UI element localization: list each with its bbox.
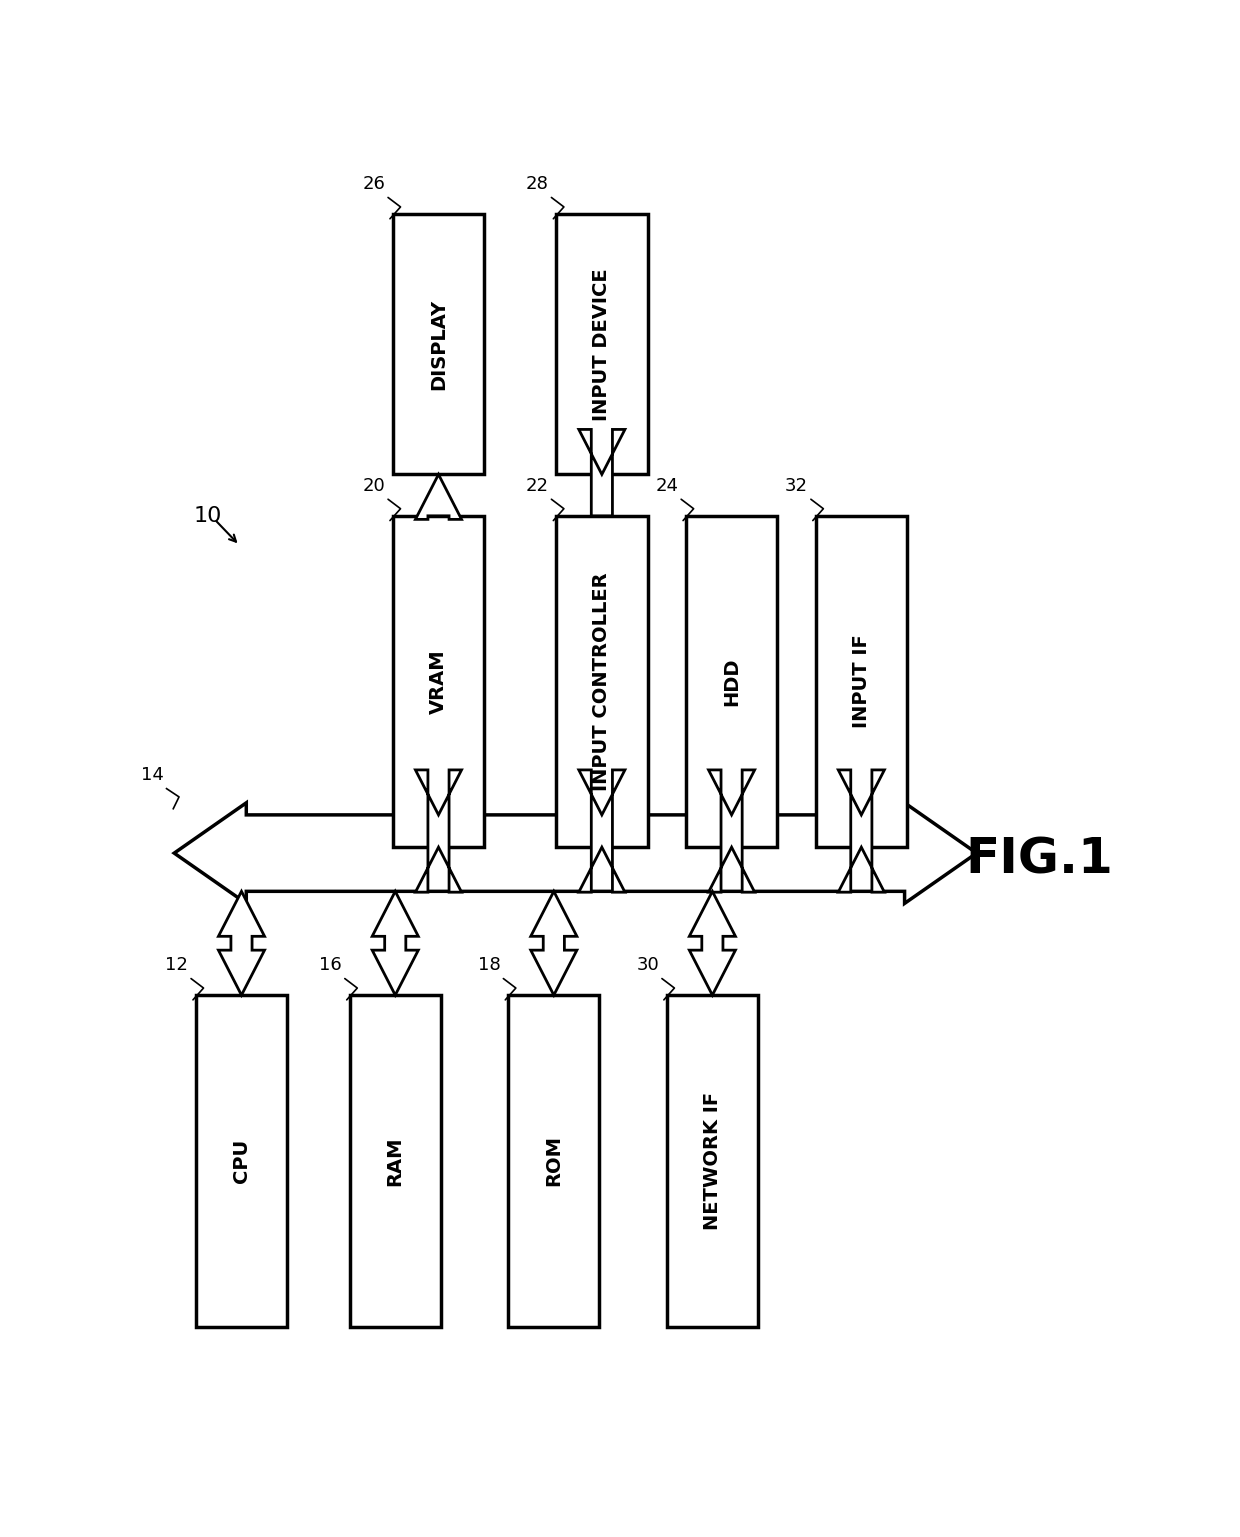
Text: 14: 14	[141, 765, 164, 784]
Polygon shape	[174, 802, 977, 904]
Bar	[393, 516, 484, 847]
Bar	[557, 516, 647, 847]
Polygon shape	[218, 891, 264, 994]
Text: INPUT DEVICE: INPUT DEVICE	[593, 267, 611, 421]
Text: ROM: ROM	[544, 1136, 563, 1187]
Text: 30: 30	[636, 956, 658, 974]
Text: 16: 16	[319, 956, 342, 974]
Text: FIG.1: FIG.1	[965, 835, 1114, 884]
Text: 10: 10	[193, 506, 222, 526]
Polygon shape	[372, 891, 418, 994]
Bar	[196, 994, 288, 1326]
Polygon shape	[708, 770, 755, 891]
Text: RAM: RAM	[386, 1136, 404, 1185]
Bar	[557, 214, 647, 475]
Polygon shape	[579, 770, 625, 891]
Text: VRAM: VRAM	[429, 649, 448, 713]
Text: NETWORK IF: NETWORK IF	[703, 1091, 722, 1230]
Text: INPUT IF: INPUT IF	[852, 635, 870, 729]
Text: HDD: HDD	[722, 658, 742, 705]
Text: 12: 12	[165, 956, 188, 974]
Text: 18: 18	[477, 956, 501, 974]
Text: 28: 28	[526, 175, 548, 192]
Polygon shape	[689, 891, 735, 994]
Text: 20: 20	[362, 476, 386, 495]
Polygon shape	[838, 770, 884, 891]
Bar	[393, 214, 484, 475]
Polygon shape	[531, 891, 577, 994]
Bar	[508, 994, 599, 1326]
Polygon shape	[415, 770, 461, 891]
Text: INPUT CONTROLLER: INPUT CONTROLLER	[593, 572, 611, 792]
Text: 22: 22	[526, 476, 548, 495]
Text: CPU: CPU	[232, 1139, 250, 1183]
Bar	[667, 994, 758, 1326]
Bar	[686, 516, 777, 847]
Bar	[350, 994, 441, 1326]
Text: DISPLAY: DISPLAY	[429, 298, 448, 390]
Text: 24: 24	[655, 476, 678, 495]
Text: 32: 32	[785, 476, 808, 495]
Polygon shape	[579, 429, 625, 516]
Bar	[816, 516, 906, 847]
Polygon shape	[415, 475, 461, 520]
Text: 26: 26	[362, 175, 386, 192]
